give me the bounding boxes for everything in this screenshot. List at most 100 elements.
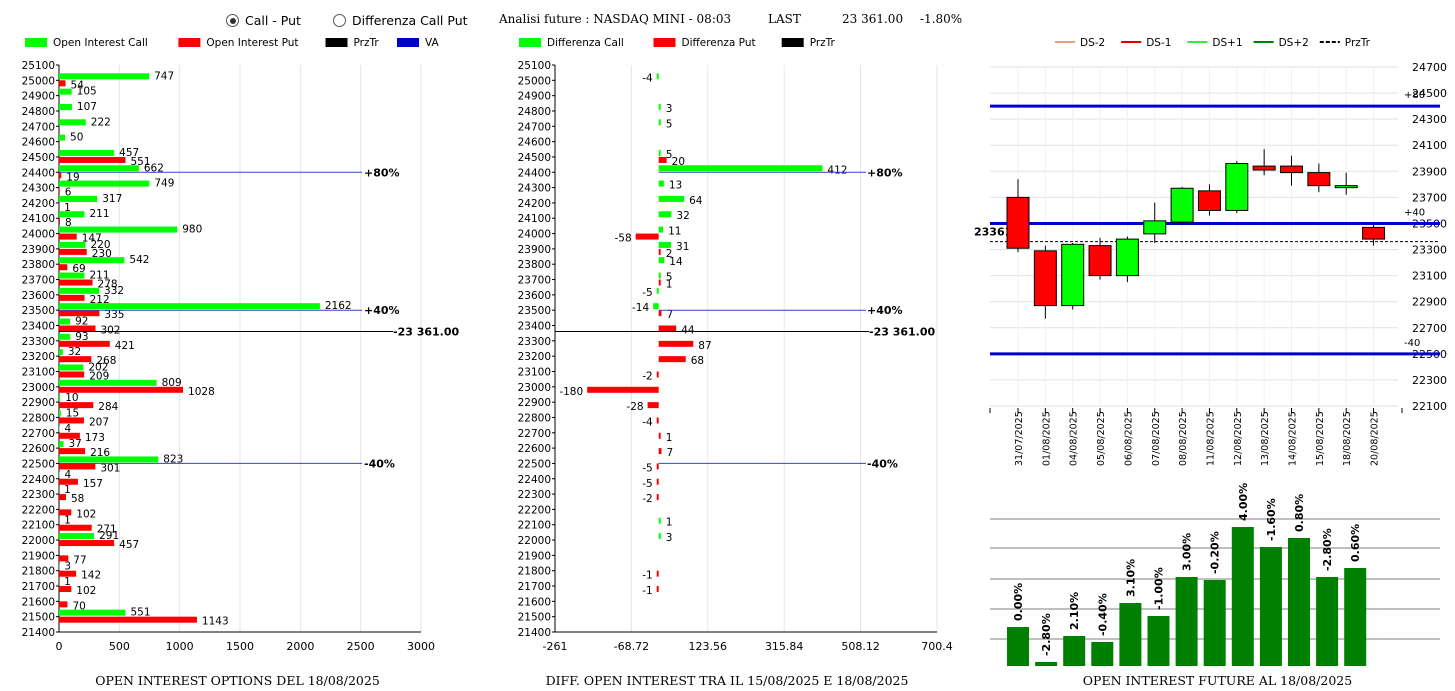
bottom-bar: [1119, 603, 1142, 666]
radio-selected-icon[interactable]: [226, 14, 239, 27]
left-legend-swatch: [397, 38, 419, 47]
left-y-tick: 21800: [22, 566, 55, 578]
left-y-tick: 22800: [22, 412, 55, 424]
left-call-label: 317: [102, 193, 122, 205]
right-candle-body: [1334, 185, 1358, 189]
bottom-bar: [1203, 580, 1226, 666]
left-call-bar: [59, 195, 98, 202]
mid-y-tick: 22500: [518, 458, 551, 470]
left-put-bar: [59, 555, 69, 562]
left-y-tick: 23800: [22, 259, 55, 271]
left-y-tick: 23500: [22, 305, 55, 317]
left-put-label: 1143: [202, 616, 229, 628]
mid-call-bar: [653, 303, 659, 310]
right-y-tick: 22700: [1412, 322, 1447, 335]
left-y-tick: 24300: [22, 183, 55, 195]
radio-differenza[interactable]: Differenza Call Put: [333, 13, 468, 28]
right-level-label: -40: [1404, 338, 1420, 349]
mid-y-tick: 24500: [518, 152, 551, 164]
right-level-label: +40: [1404, 207, 1425, 218]
mid-put-label: -5: [642, 478, 652, 490]
left-put-bar: [59, 402, 94, 409]
left-put-bar: [59, 463, 96, 470]
left-put-bar: [59, 294, 85, 301]
right-x-tick: 13/08/2025: [1260, 411, 1271, 466]
bottom-bar: [1091, 642, 1114, 666]
mid-x-tick: 700.4: [921, 640, 953, 653]
mid-y-tick: 22100: [518, 520, 551, 532]
right-candle-body: [1088, 245, 1112, 277]
right-level-label: +80: [1404, 90, 1425, 101]
mid-put-bar: [658, 325, 677, 332]
left-y-tick: 23100: [22, 366, 55, 378]
right-candle-body: [1115, 238, 1139, 277]
right-x-tick: 07/08/2025: [1151, 411, 1162, 466]
mid-y-tick: 24100: [518, 213, 551, 225]
mid-put-label: -58: [615, 233, 632, 245]
mid-x-tick: 508.12: [841, 640, 880, 653]
mid-call-label: 31: [676, 241, 689, 253]
mid-y-tick: 23100: [518, 366, 551, 378]
left-x-tick: 0: [56, 640, 63, 653]
left-put-label: 70: [72, 600, 85, 612]
left-y-tick: 22100: [22, 520, 55, 532]
mid-y-tick: 25000: [518, 75, 551, 87]
left-put-label: 207: [89, 416, 109, 428]
right-x-tick: 06/08/2025: [1123, 411, 1134, 466]
radio-unselected-icon[interactable]: [333, 14, 346, 27]
mid-call-bar: [656, 287, 659, 294]
mid-call-bar: [658, 517, 661, 524]
mid-call-bar: [658, 195, 685, 202]
left-y-tick: 21600: [22, 596, 55, 608]
left-call-bar: [59, 456, 159, 463]
mid-put-label: 2: [666, 248, 673, 260]
left-call-bar: [59, 609, 126, 616]
left-price-label: -23 361.00: [393, 325, 459, 338]
mid-put-bar: [647, 402, 659, 409]
mid-put-label: 44: [681, 325, 695, 337]
mid-call-label: 5: [666, 272, 673, 284]
left-call-bar: [59, 287, 100, 294]
right-candle-body: [1307, 172, 1331, 187]
left-put-label: 19: [66, 171, 79, 183]
left-put-label: 421: [115, 340, 135, 352]
mid-call-bar: [658, 165, 823, 172]
mid-call-bar: [658, 533, 661, 540]
mid-call-bar: [658, 272, 661, 279]
left-put-label: 301: [100, 462, 120, 474]
mid-put-bar: [658, 340, 694, 347]
mid-put-label: 87: [698, 340, 711, 352]
mid-y-tick: 24300: [518, 183, 551, 195]
mid-call-label: 11: [668, 226, 681, 238]
left-call-bar: [59, 165, 139, 172]
left-call-bar: [59, 134, 66, 141]
left-put-label: 212: [90, 294, 110, 306]
left-y-tick: 23700: [22, 275, 55, 287]
mid-put-label: 7: [666, 309, 673, 321]
left-put-label: 54: [71, 79, 85, 91]
left-call-label: 3: [64, 561, 71, 573]
left-put-bar: [59, 340, 110, 347]
mid-legend-swatch: [653, 38, 676, 47]
analisi-title: Analisi future : NASDAQ MINI - 08:03: [499, 12, 732, 26]
left-put-bar: [59, 478, 78, 485]
left-call-bar: [59, 349, 63, 356]
mid-put-bar: [656, 478, 659, 485]
left-call-bar: [59, 410, 61, 417]
left-put-bar: [59, 570, 77, 577]
left-put-label: 551: [130, 156, 150, 168]
left-x-tick: 500: [109, 640, 130, 653]
mid-y-tick: 24200: [518, 198, 551, 210]
mid-put-bar: [658, 432, 661, 439]
left-y-tick: 24000: [22, 229, 55, 241]
left-put-bar: [59, 494, 66, 501]
mid-put-label: -28: [626, 401, 643, 413]
left-call-bar: [59, 257, 125, 264]
mid-legend-label: PrzTr: [810, 37, 836, 49]
left-put-bar: [59, 509, 72, 516]
mid-y-tick: 23600: [518, 290, 551, 302]
right-legend-label: DS-1: [1146, 37, 1171, 49]
radio-call-put[interactable]: Call - Put: [226, 13, 301, 28]
bottom-bar-label: 0.80%: [1293, 494, 1306, 532]
bottom-bar: [1007, 627, 1029, 666]
